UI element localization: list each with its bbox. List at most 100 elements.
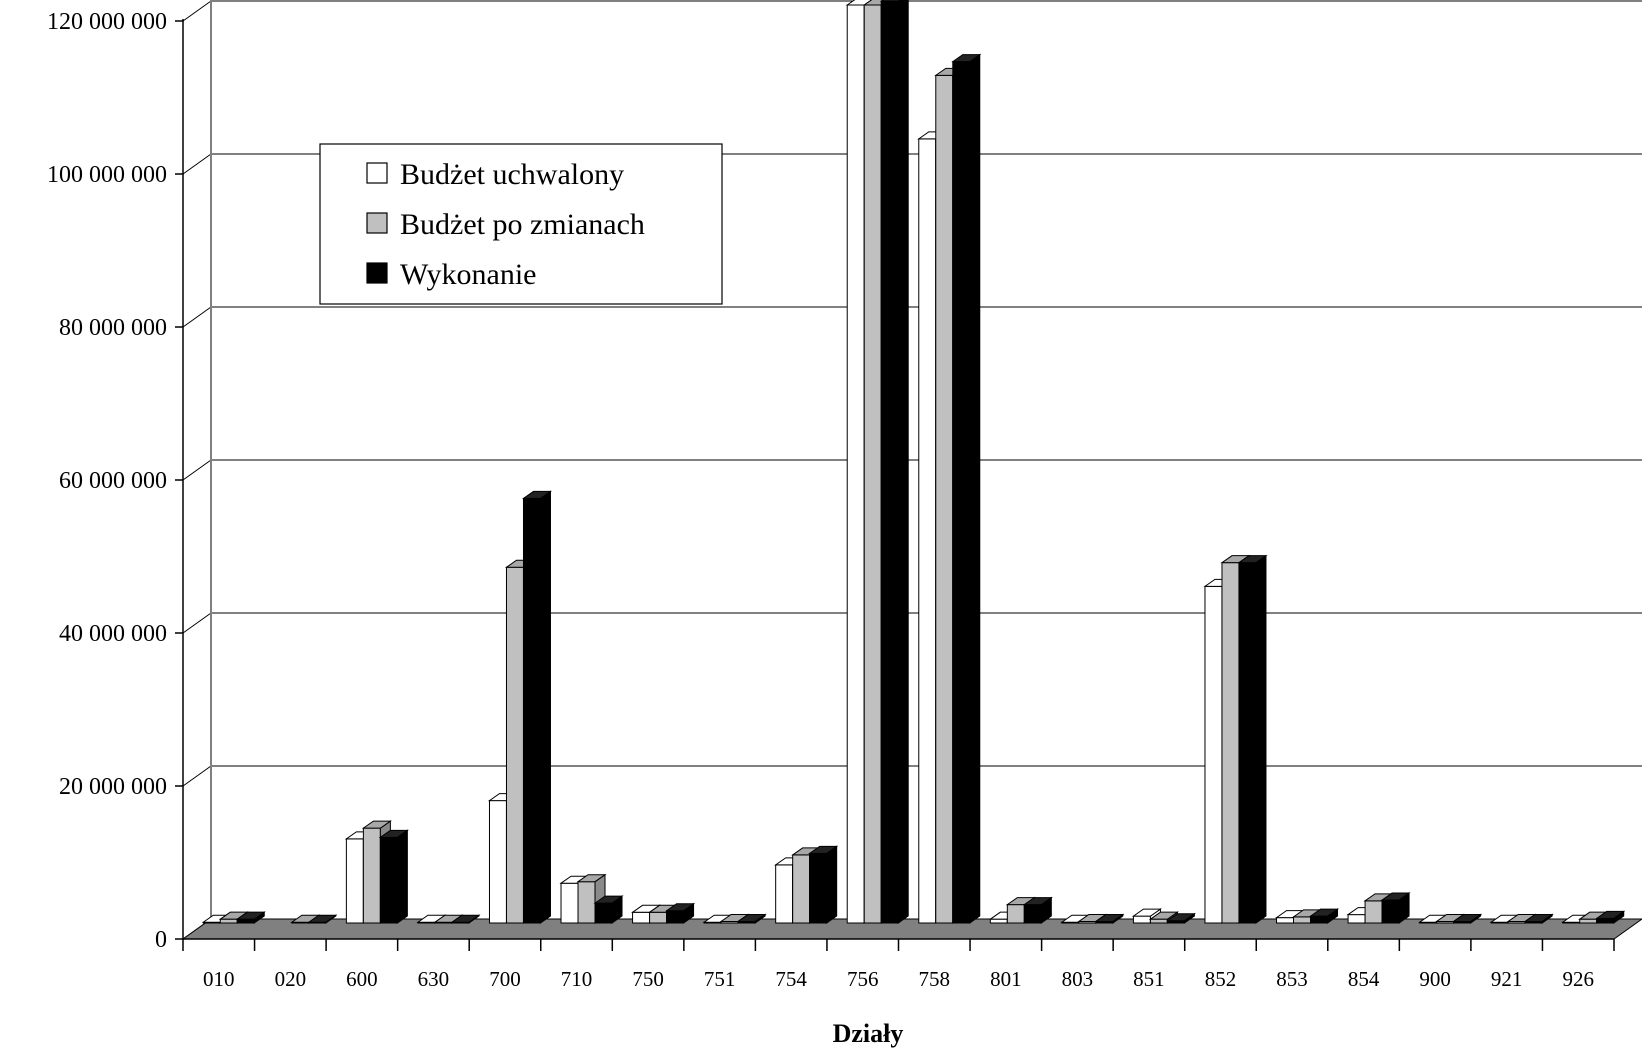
bar	[522, 497, 541, 924]
bar	[1310, 915, 1329, 924]
x-tick-label: 852	[1205, 967, 1237, 991]
x-tick-label: 853	[1276, 967, 1308, 991]
bar	[989, 918, 1008, 924]
bar	[632, 911, 651, 924]
bar-top	[1131, 908, 1163, 917]
bar-top	[307, 914, 338, 923]
bar-top	[808, 845, 839, 854]
bar-top	[450, 914, 481, 923]
bar-top	[879, 0, 901, 2]
x-tick-label: 020	[275, 967, 307, 991]
gridline-side	[182, 306, 212, 328]
bar	[594, 902, 613, 924]
gridline-side	[182, 0, 212, 22]
legend-swatch	[366, 162, 388, 184]
legend-swatch	[366, 212, 388, 234]
bar	[505, 566, 524, 924]
bar-top	[1380, 892, 1411, 901]
y-tick-label: 80 000 000	[59, 315, 167, 341]
bar-top	[576, 874, 607, 883]
bar	[880, 0, 899, 924]
bar	[1132, 915, 1151, 924]
bar-side	[539, 490, 551, 924]
gridlines	[182, 0, 1642, 940]
bar-top	[951, 54, 982, 63]
bar	[1596, 917, 1615, 924]
bar	[792, 854, 811, 924]
bar-top	[1595, 910, 1626, 919]
bar	[1204, 585, 1223, 924]
x-tick-label: 803	[1062, 967, 1094, 991]
bar	[1276, 917, 1295, 924]
x-tick-label: 758	[919, 967, 951, 991]
bar	[649, 911, 668, 924]
bars	[201, 0, 1626, 924]
bar-side	[969, 53, 981, 924]
gridline-side	[182, 459, 212, 481]
bar	[379, 836, 398, 924]
bar	[560, 882, 579, 924]
bar-top	[1022, 897, 1053, 906]
bar-top	[1452, 913, 1483, 922]
bar	[1293, 916, 1312, 924]
bar-top	[521, 490, 553, 499]
bar	[236, 918, 255, 924]
bar	[952, 61, 971, 924]
y-axis-ticks: 0 20 000 000 40 000 000 60 000 000 80 000 00…	[47, 9, 183, 953]
x-tick-label: 600	[346, 967, 378, 991]
x-tick-label: 926	[1562, 967, 1594, 991]
bar	[1238, 562, 1257, 924]
bar	[775, 864, 794, 924]
bar-top	[1237, 555, 1268, 564]
bar-top	[1094, 913, 1125, 922]
bar-top	[235, 911, 266, 920]
bar-top	[736, 913, 767, 922]
bar-top	[593, 895, 624, 904]
x-tick-label: 801	[990, 967, 1022, 991]
bar-side	[396, 829, 408, 924]
bar	[1381, 899, 1400, 924]
x-axis-ticks: 010 020 600 630 700 710 750 751 754 756 758 801 803 8…	[182, 939, 1615, 991]
bar-side	[897, 0, 909, 924]
bar	[1006, 904, 1025, 924]
bar	[1149, 918, 1168, 924]
y-tick-label: 20 000 000	[59, 774, 167, 800]
chart-walls	[181, 0, 1642, 940]
x-axis-title: Działy	[833, 1019, 904, 1048]
bar	[219, 918, 238, 924]
bar	[345, 838, 364, 924]
y-tick-label: 0	[155, 927, 167, 953]
bar-top	[1165, 913, 1197, 922]
bar-side	[1255, 554, 1267, 924]
bar	[666, 910, 685, 924]
y-tick-label: 60 000 000	[59, 468, 167, 494]
bar	[488, 800, 507, 924]
bar	[918, 138, 937, 924]
bar-top	[361, 820, 392, 829]
bar	[863, 4, 882, 924]
x-tick-label: 900	[1419, 967, 1451, 991]
gridline-side	[182, 612, 212, 634]
y-tick-label: 40 000 000	[59, 621, 167, 647]
x-tick-label: 756	[847, 967, 879, 991]
legend: Budżet uchwalony Budżet po zmianach Wykona…	[319, 143, 723, 305]
bar	[1347, 914, 1366, 924]
y-tick-label: 120 000 000	[47, 9, 167, 35]
gridline-side	[182, 765, 212, 787]
bar-top	[1148, 911, 1180, 920]
legend-label: Wykonanie	[400, 258, 536, 291]
bar-top	[664, 903, 696, 912]
x-tick-label: 630	[418, 967, 450, 991]
x-tick-label: 710	[561, 967, 593, 991]
bar	[362, 827, 381, 924]
x-tick-label: 700	[489, 967, 521, 991]
gridline-side	[182, 153, 212, 175]
x-tick-label: 921	[1491, 967, 1523, 991]
bar-top	[378, 829, 409, 838]
x-tick-label: 751	[704, 967, 736, 991]
legend-swatch	[366, 262, 388, 284]
legend-label: Budżet po zmianach	[400, 208, 645, 241]
bar	[1221, 562, 1240, 924]
x-tick-label: 754	[775, 967, 807, 991]
